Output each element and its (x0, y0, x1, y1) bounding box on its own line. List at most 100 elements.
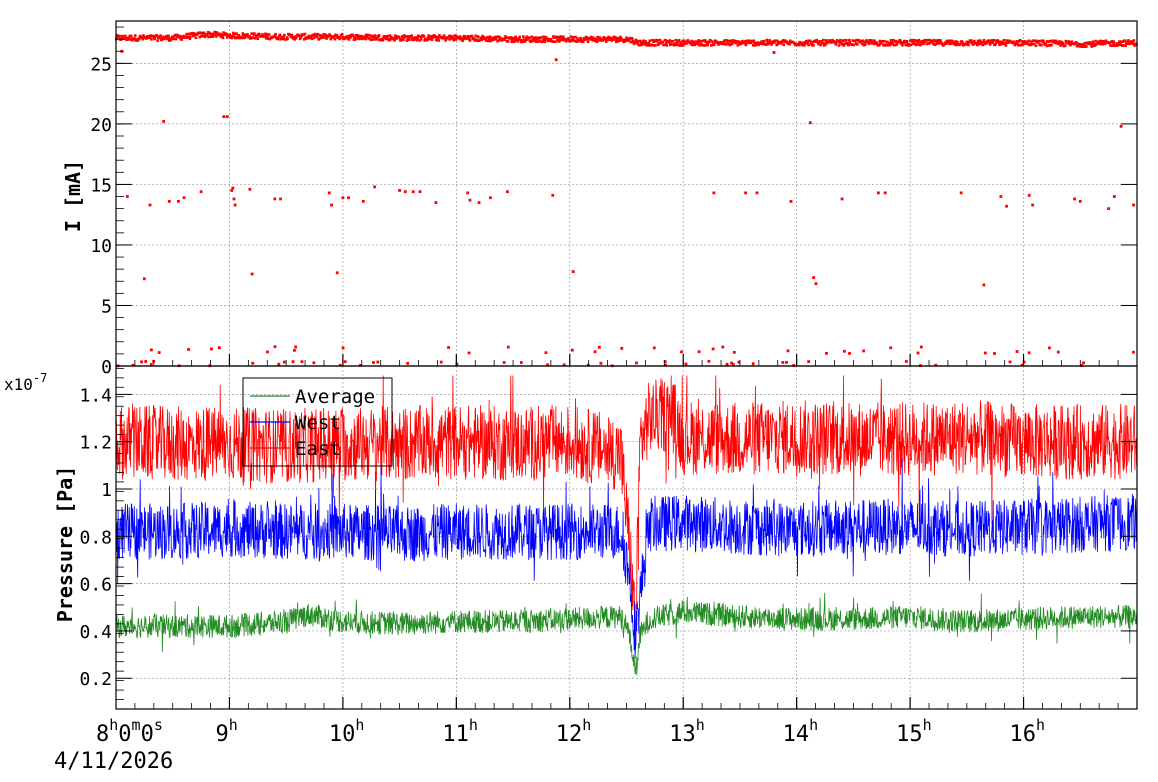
current-point (294, 345, 298, 349)
current-point (1048, 39, 1052, 43)
current-point (370, 35, 374, 38)
current-point (516, 40, 520, 43)
current-point (680, 350, 683, 354)
current-point (865, 39, 869, 43)
current-point (479, 36, 483, 40)
current-point (297, 34, 301, 38)
current-point (635, 361, 638, 365)
current-point (361, 199, 365, 203)
current-point (182, 196, 186, 200)
current-point (690, 43, 694, 47)
current-point (1067, 40, 1070, 43)
current-point (357, 34, 361, 38)
current-point (267, 37, 270, 41)
current-point (606, 38, 610, 42)
current-point (168, 37, 172, 40)
current-point (640, 43, 643, 47)
current-point (551, 193, 555, 197)
current-point (618, 39, 622, 42)
current-point (502, 361, 506, 364)
current-point (127, 36, 130, 40)
current-point (468, 198, 472, 202)
pressure-y-multiplier-base: x10 (4, 375, 33, 394)
current-point (335, 33, 339, 37)
current-point (373, 34, 377, 37)
current-point (411, 190, 415, 194)
current-point (208, 32, 212, 36)
current-point (319, 36, 323, 40)
current-point (1020, 40, 1024, 43)
current-point (315, 35, 319, 39)
current-point (1013, 43, 1017, 47)
current-point (782, 43, 786, 47)
current-point (477, 201, 481, 204)
current-point (638, 43, 641, 47)
current-point (416, 36, 419, 40)
current-point (1109, 44, 1112, 47)
current-point (943, 43, 946, 46)
current-point (289, 35, 293, 39)
current-point (841, 42, 844, 46)
current-point (121, 34, 124, 38)
current-point (194, 36, 198, 40)
current-point (822, 38, 825, 42)
current-point (1120, 40, 1123, 43)
current-point (1003, 42, 1007, 45)
current-point (886, 40, 889, 44)
current-point (347, 38, 351, 41)
current-point (817, 42, 820, 46)
current-point (667, 40, 671, 44)
current-point (992, 38, 996, 42)
current-point (916, 43, 920, 46)
current-point (294, 36, 298, 40)
current-point (185, 32, 188, 36)
pressure-y-tick-label: 0.4 (79, 622, 112, 643)
current-point (944, 42, 948, 45)
current-point (1063, 44, 1067, 48)
current-point (804, 41, 807, 45)
current-point (900, 42, 903, 45)
current-point (317, 37, 321, 41)
pressure-y-multiplier-exponent: -7 (33, 371, 47, 385)
current-point (604, 40, 608, 43)
current-point (1018, 39, 1022, 42)
current-point (562, 363, 566, 367)
current-point (952, 40, 955, 44)
current-point (744, 39, 747, 43)
current-point (613, 36, 617, 39)
current-point (366, 33, 370, 37)
current-point (723, 39, 727, 42)
current-point (1132, 39, 1136, 42)
current-point (383, 35, 386, 38)
current-point (340, 32, 344, 36)
pressure-y-tick-label: 0.8 (79, 527, 112, 548)
current-point (422, 35, 426, 38)
current-point (234, 36, 237, 40)
current-point (1082, 361, 1085, 365)
time-axis-labels: 9h 10h 11h 12h 13h 14h 15h 16h (215, 716, 1045, 747)
current-point (343, 360, 347, 364)
current-point (446, 36, 450, 39)
current-point (1008, 360, 1012, 364)
current-point (776, 42, 779, 46)
current-point (246, 33, 249, 36)
current-point (574, 35, 577, 39)
current-point (885, 43, 888, 47)
current-point (1103, 42, 1107, 45)
current-point (753, 41, 756, 45)
current-point (253, 36, 257, 40)
current-point (184, 36, 187, 39)
current-point (581, 40, 585, 43)
current-point (677, 43, 680, 47)
current-point (486, 36, 490, 39)
current-point (935, 41, 939, 45)
current-point (696, 42, 699, 46)
current-point (681, 44, 685, 47)
current-point (360, 37, 364, 41)
current-point (348, 34, 352, 38)
current-point (647, 44, 651, 47)
current-point (283, 33, 286, 37)
current-point (839, 38, 842, 42)
current-point (410, 34, 414, 37)
current-point (368, 36, 372, 40)
